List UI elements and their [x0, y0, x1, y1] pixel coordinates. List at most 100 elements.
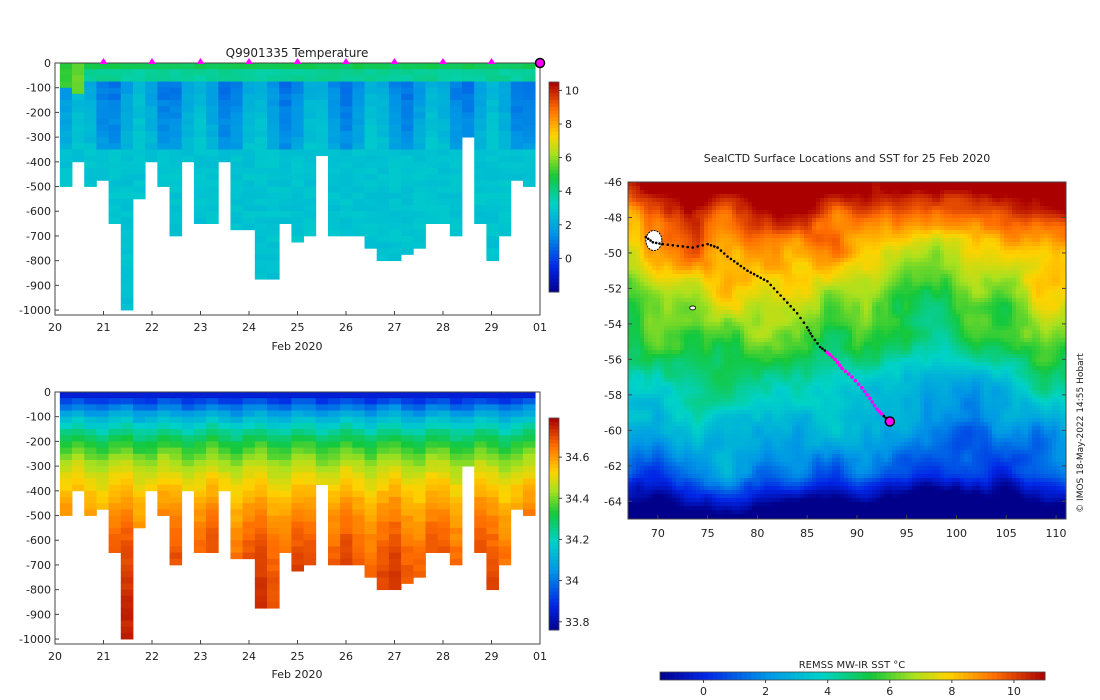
profile-column [376, 392, 390, 591]
track-point [821, 347, 824, 351]
track-point [809, 332, 812, 335]
map-lon-label: 85 [800, 527, 814, 540]
x-tick-label: 29 [485, 321, 499, 334]
profile-column [279, 392, 292, 553]
y-tick-label: -900 [26, 608, 51, 621]
profile-column [218, 392, 231, 492]
colorbar-gradient [549, 82, 559, 293]
track-point [872, 403, 877, 408]
track-point [827, 352, 832, 357]
profile-column [157, 63, 170, 187]
track-point [649, 239, 652, 242]
profile-column [352, 392, 365, 566]
track-point [843, 369, 848, 374]
profile-column [388, 392, 402, 591]
colorbar-tick-label: 34.2 [565, 533, 590, 546]
y-tick-label: -100 [26, 82, 51, 95]
track-point [713, 245, 716, 248]
track-point [810, 335, 814, 338]
colorbar-tick-label: 2 [565, 219, 572, 232]
x-tick-label: 01 [533, 321, 547, 334]
profile-column [437, 392, 451, 553]
x-tick-label: 27 [388, 650, 402, 663]
x-tick-label: 29 [485, 650, 499, 663]
profile-column [108, 63, 122, 224]
profile-marker [487, 58, 496, 64]
x-tick-label: 25 [291, 321, 305, 334]
track-point [786, 301, 789, 304]
map-lat-label: -58 [604, 389, 622, 402]
profile-column [279, 63, 292, 224]
colorbar-tick-label: 33.8 [565, 616, 590, 629]
profile-column [340, 392, 353, 566]
map-lon-label: 100 [946, 527, 967, 540]
profile-column [364, 63, 378, 249]
track-point [846, 372, 851, 376]
profile-column [242, 392, 256, 560]
map-title: SealCTD Surface Locations and SST for 25… [704, 152, 991, 165]
track-point [752, 272, 756, 276]
profile-column [267, 63, 280, 280]
profile-column [425, 63, 439, 224]
profile-column [522, 392, 536, 516]
track-point [772, 287, 776, 290]
track-point [776, 290, 779, 294]
map-lon-label: 90 [850, 527, 864, 540]
sst-colorbar-tick-label: 6 [886, 685, 893, 698]
track-point [766, 280, 769, 283]
track-point [823, 349, 827, 352]
track-point [691, 246, 694, 249]
profile-column [510, 392, 524, 510]
track-point [870, 400, 874, 404]
profile-column [303, 63, 317, 237]
track-point [646, 237, 650, 241]
y-tick-label: -600 [26, 205, 51, 218]
profile-column [462, 63, 475, 138]
track-point [816, 342, 819, 345]
profile-column [242, 63, 256, 231]
profile-column [72, 392, 85, 492]
track-point [658, 242, 661, 245]
track-point [726, 255, 729, 258]
track-point [749, 271, 753, 274]
y-tick-label: -800 [26, 255, 51, 268]
profile-column [157, 392, 170, 516]
x-tick-label: 28 [436, 650, 450, 663]
track-point [644, 235, 648, 239]
colorbar-tick-label: 6 [565, 152, 572, 165]
profile-column [59, 63, 73, 187]
profile-column [72, 63, 85, 163]
x-tick-label: 22 [145, 321, 159, 334]
island-heard [689, 305, 697, 311]
y-tick-label: -800 [26, 584, 51, 597]
track-point [742, 267, 746, 270]
profile-marker [439, 58, 447, 64]
x-tick-label: 27 [388, 321, 402, 334]
map-axes-frame [627, 181, 1067, 520]
track-point [802, 321, 806, 325]
track-point [729, 257, 733, 261]
profile-marker [148, 58, 156, 64]
sst-colorbar-tick-label: 0 [700, 685, 707, 698]
profile-column [230, 392, 244, 560]
profile-column [425, 392, 439, 553]
profile-column [193, 63, 207, 224]
y-tick-label: -400 [26, 485, 51, 498]
track-point [840, 366, 844, 371]
x-tick-label: 21 [97, 321, 111, 334]
profile-column [449, 392, 463, 566]
track-point [882, 414, 886, 418]
track-point [756, 274, 759, 278]
profile-column [59, 392, 73, 516]
latest-position-marker [884, 416, 896, 427]
x-tick-label: 23 [194, 321, 208, 334]
track-point [813, 338, 817, 342]
profile-column [230, 63, 244, 231]
x-tick-label: 20 [48, 321, 62, 334]
track-point [736, 262, 739, 265]
profile-column [84, 392, 97, 516]
map-lon-label: 80 [750, 527, 764, 540]
profile-column [449, 63, 463, 237]
profile-column [498, 392, 512, 566]
track-point [676, 244, 680, 248]
